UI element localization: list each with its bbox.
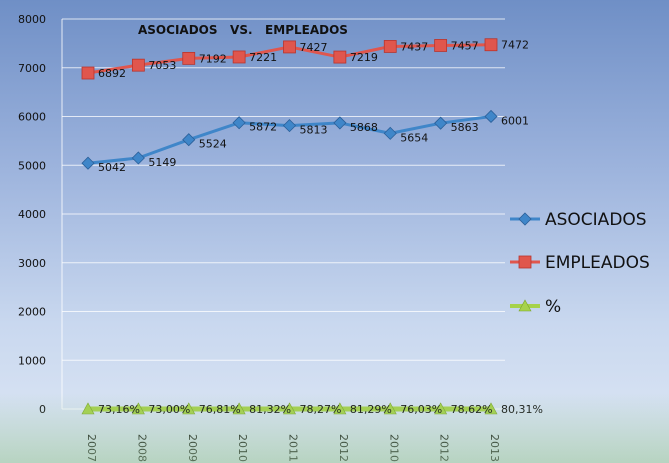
data-point-2-1	[131, 402, 145, 415]
data-label-2-5: 81,29%	[350, 403, 392, 416]
data-label-0-0: 5042	[98, 161, 126, 174]
data-point-0-1	[131, 151, 145, 165]
x-tick-label: 2012	[438, 434, 451, 462]
y-tick-label: 3000	[18, 257, 46, 270]
data-point-1-4	[283, 40, 296, 54]
grid-lines	[61, 18, 505, 410]
data-point-0-5	[333, 116, 347, 130]
data-label-1-7: 7457	[451, 39, 479, 52]
x-tick-label: 2013	[488, 434, 501, 462]
data-label-1-5: 7219	[350, 51, 378, 64]
y-tick-label: 4000	[18, 208, 46, 221]
series-group	[81, 38, 498, 415]
y-tick-label: 7000	[18, 62, 46, 75]
data-point-1-1	[131, 58, 145, 72]
data-point-0-3	[232, 116, 246, 130]
data-point-1-6	[383, 40, 397, 53]
y-axis-ticks: 0 1000 2000 3000 4000 5000 6000 7000 8000	[18, 13, 46, 416]
data-point-2-5	[333, 402, 347, 415]
legend-label-1: EMPLEADOS	[545, 253, 650, 273]
legend-label-0: ASOCIADOS	[545, 210, 647, 230]
y-tick-label: 8000	[18, 13, 46, 26]
x-tick-label: 2009	[186, 434, 199, 462]
x-tick-label: 2012	[337, 434, 350, 462]
data-label-2-2: 76,81%	[199, 403, 241, 416]
data-label-1-2: 7192	[199, 52, 227, 65]
data-point-0-7	[434, 116, 448, 130]
data-label-0-7: 5863	[451, 121, 479, 134]
data-point-1-0	[81, 66, 95, 80]
data-point-2-6	[383, 402, 397, 415]
data-label-2-8: 80,31%	[501, 403, 543, 416]
data-label-1-1: 7053	[148, 59, 176, 72]
data-point-0-6	[383, 126, 397, 140]
data-label-2-6: 76,03%	[400, 403, 442, 416]
x-tick-label: 2010	[387, 434, 400, 462]
data-point-1-2	[182, 51, 196, 65]
chart-title: ASOCIADOS VS. EMPLEADOS	[138, 23, 348, 37]
data-point-1-8	[484, 38, 498, 52]
data-label-0-4: 5813	[300, 124, 328, 137]
data-point-2-4	[282, 402, 297, 415]
data-point-1-5	[333, 50, 347, 64]
data-label-1-4: 7427	[300, 41, 328, 54]
x-tick-label: 2008	[135, 434, 148, 462]
data-label-2-3: 81,32%	[249, 403, 291, 416]
x-tick-label: 2011	[287, 434, 300, 462]
data-label-1-8: 7472	[501, 39, 529, 52]
data-label-2-0: 73,16%	[98, 403, 140, 416]
data-point-2-2	[182, 402, 196, 415]
data-label-0-6: 5654	[400, 131, 428, 144]
legend-marker-2	[518, 299, 532, 312]
data-label-0-1: 5149	[148, 156, 176, 169]
data-point-0-0	[81, 156, 95, 170]
data-label-2-4: 78,27%	[300, 403, 342, 416]
data-label-2-1: 73,00%	[148, 403, 190, 416]
data-point-2-3	[232, 402, 246, 415]
data-label-0-3: 5872	[249, 121, 277, 134]
data-point-0-4	[282, 119, 297, 133]
legend: ASOCIADOS EMPLEADOS%	[510, 210, 650, 317]
x-tick-label: 2007	[85, 434, 98, 462]
y-tick-label: 6000	[18, 111, 46, 124]
x-axis-ticks: 2007 2008 2009 2010 2011 2012 2010 2012 2013	[85, 434, 501, 462]
data-point-2-0	[81, 402, 95, 415]
y-tick-label: 0	[39, 403, 46, 416]
data-point-2-7	[434, 402, 448, 415]
data-label-0-5: 5868	[350, 121, 378, 134]
legend-marker-0	[518, 212, 532, 226]
y-tick-label: 1000	[18, 354, 46, 367]
data-label-1-3: 7221	[249, 51, 277, 64]
data-point-1-7	[434, 39, 448, 52]
data-label-0-8: 6001	[501, 114, 529, 127]
data-labels: 5042 5149 5524 5872 5813 5868 5654 5863 6001 6892…	[98, 39, 543, 416]
y-tick-label: 2000	[18, 306, 46, 319]
data-point-2-8	[484, 402, 498, 415]
legend-marker-1	[518, 255, 532, 269]
data-label-0-2: 5524	[199, 138, 227, 151]
x-tick-label: 2010	[236, 434, 249, 462]
y-tick-label: 5000	[18, 159, 46, 172]
data-label-2-7: 78,62%	[451, 403, 493, 416]
data-point-1-3	[232, 50, 246, 64]
legend-label-2: %	[545, 297, 561, 317]
data-label-1-6: 7437	[400, 40, 428, 53]
data-label-1-0: 6892	[98, 67, 126, 80]
data-point-0-2	[182, 133, 196, 147]
data-point-0-8	[484, 109, 498, 124]
